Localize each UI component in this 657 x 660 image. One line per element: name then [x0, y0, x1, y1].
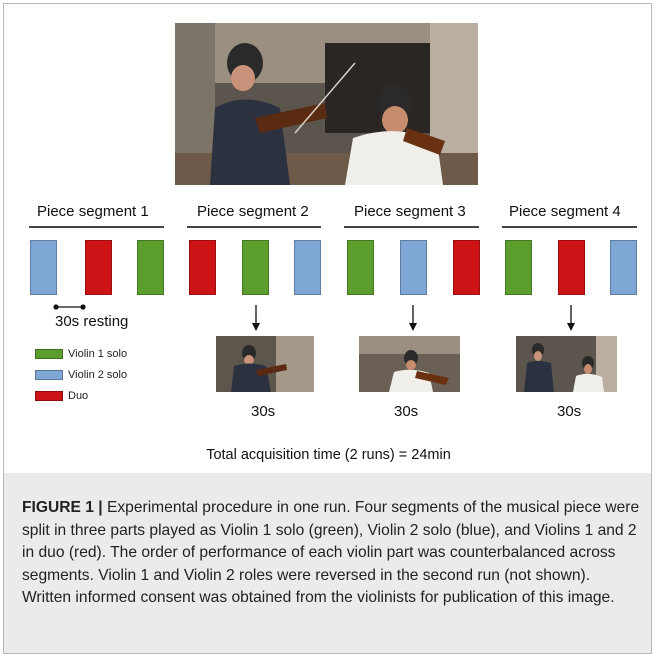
clip-duration-2: 30s — [394, 403, 419, 420]
legend-label-violin1: Violin 1 solo — [68, 348, 128, 360]
segment-4-block-1 — [505, 240, 532, 295]
segment-2-block-1 — [189, 240, 216, 295]
segment-label-4: Piece segment 4 — [509, 203, 621, 220]
legend-label-violin2: Violin 2 solo — [68, 369, 128, 381]
segment-label-3: Piece segment 3 — [354, 203, 466, 220]
clip-duration-1: 30s — [251, 403, 276, 420]
segment-3-block-1 — [347, 240, 374, 295]
clip-thumbnail-2 — [359, 336, 460, 392]
legend-swatch-violin2 — [35, 370, 63, 380]
caption-background — [4, 473, 651, 653]
arrow-down-icon — [567, 305, 575, 331]
segment-1-block-1 — [30, 240, 57, 295]
segment-line-2 — [187, 226, 321, 228]
arrow-down-icon — [409, 305, 417, 331]
total-acquisition-time: Total acquisition time (2 runs) = 24min — [206, 447, 451, 463]
resting-interval-marker — [53, 304, 86, 310]
segment-3-block-3 — [453, 240, 480, 295]
segment-line-4 — [502, 226, 637, 228]
segment-1-block-3 — [137, 240, 164, 295]
segment-line-3 — [344, 226, 479, 228]
legend-label-duo: Duo — [68, 390, 89, 402]
segment-line-1 — [29, 226, 164, 228]
caption-text: Experimental procedure in one run. Four … — [22, 499, 640, 607]
main-photo — [175, 23, 478, 185]
segment-2-block-2 — [242, 240, 269, 295]
figure-label: FIGURE 1 | — [22, 499, 103, 516]
segment-1-block-2 — [85, 240, 112, 295]
segment-label-2: Piece segment 2 — [197, 203, 309, 220]
figure-frame — [3, 3, 652, 654]
segment-3-block-2 — [400, 240, 427, 295]
clip-duration-3: 30s — [557, 403, 582, 420]
legend-swatch-duo — [35, 391, 63, 401]
figure-caption: FIGURE 1 | Experimental procedure in one… — [22, 497, 640, 610]
segment-label-1: Piece segment 1 — [37, 203, 149, 220]
segment-2-block-3 — [294, 240, 321, 295]
segment-4-block-3 — [610, 240, 637, 295]
segment-4-block-2 — [558, 240, 585, 295]
clip-thumbnail-3 — [516, 336, 617, 392]
legend-swatch-violin1 — [35, 349, 63, 359]
arrow-down-icon — [252, 305, 260, 331]
resting-label: 30s resting — [55, 313, 129, 330]
clip-thumbnail-1 — [216, 336, 314, 392]
